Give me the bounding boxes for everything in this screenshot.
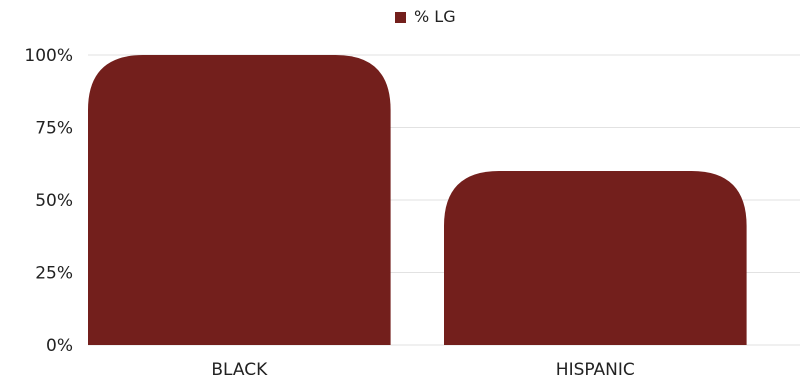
x-tick-label: HISPANIC <box>556 360 635 380</box>
y-tick-label: 25% <box>35 264 73 284</box>
y-axis-ticks: 0% 25% 50% 75% 100% <box>24 46 73 356</box>
legend-label-lg: % LG <box>414 7 456 26</box>
legend-swatch-lg <box>395 12 406 23</box>
y-tick-label: 100% <box>24 46 73 66</box>
x-tick-label: BLACK <box>211 360 268 380</box>
y-tick-label: 0% <box>46 336 73 356</box>
bar-hispanic <box>444 171 747 345</box>
bar-black <box>88 55 391 345</box>
y-tick-label: 50% <box>35 191 73 211</box>
x-axis-labels: BLACK HISPANIC <box>211 360 634 380</box>
chart-legend: % LG <box>395 7 456 26</box>
bars <box>88 55 747 345</box>
y-tick-label: 75% <box>35 119 73 139</box>
